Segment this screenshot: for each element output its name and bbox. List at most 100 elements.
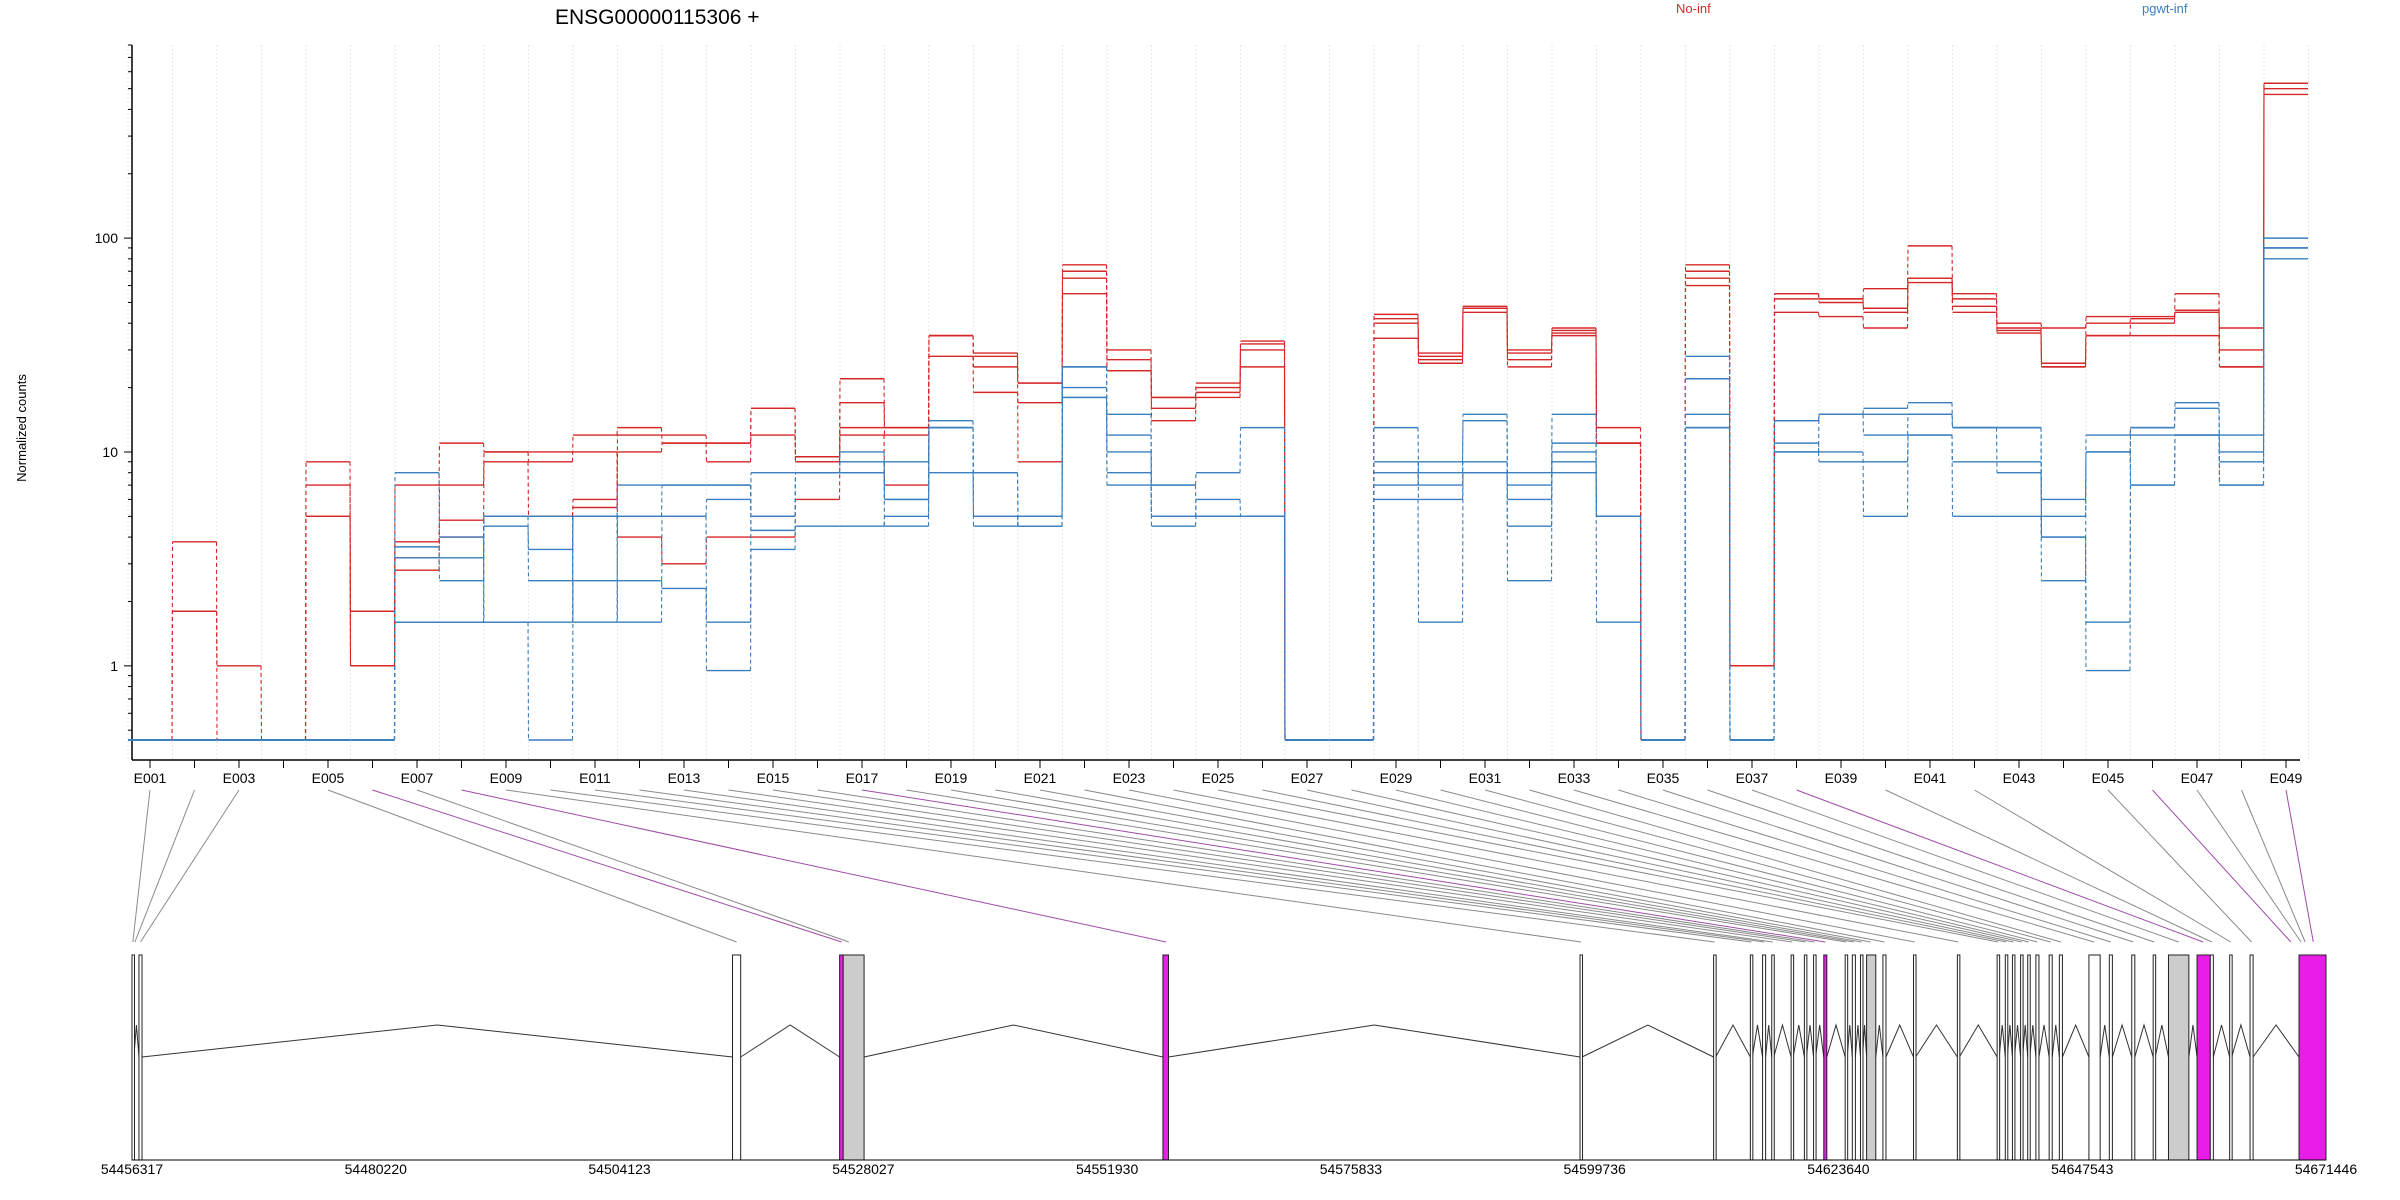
x-tick-label: E001 (134, 770, 167, 786)
intron-line (1854, 1024, 1861, 1058)
exon-connector-line (1351, 789, 2022, 943)
intron-line (1958, 1024, 1998, 1058)
exon-connector-line (1039, 789, 1871, 943)
intron-line (740, 1024, 840, 1058)
series-line-no-inf (128, 93, 2308, 741)
x-tick-label: E013 (668, 770, 701, 786)
gene-exon-box (1790, 954, 1795, 1161)
intron-line (2099, 1024, 2110, 1058)
x-tick-label: E045 (2092, 770, 2125, 786)
exon-connector-line (2285, 789, 2314, 943)
exon-connector-line (950, 789, 1854, 943)
intron-line (1773, 1023, 1792, 1058)
x-tick-label: E017 (846, 770, 879, 786)
gene-exon-box (1851, 954, 1856, 1161)
exon-connector-line (1395, 789, 2029, 943)
exon-connector-line (906, 789, 1847, 943)
intron-line (1581, 1024, 1714, 1058)
exon-connector-line (1128, 789, 1915, 943)
exon-connector-line (1618, 789, 2111, 943)
intron-line (1805, 1024, 1815, 1058)
x-tick-label: E043 (2003, 770, 2036, 786)
exon-connector-line (1974, 789, 2231, 943)
gene-exon-box (2058, 954, 2063, 1161)
series-connector-pgwt-inf (172, 247, 2265, 741)
intron-line (1875, 1024, 1884, 1058)
exon-connector-line (132, 789, 151, 943)
gene-exon-box (2011, 954, 2016, 1161)
gene-exon-box (2152, 954, 2157, 1161)
exon-connector-line (1751, 789, 2179, 943)
gene-exon-box (2020, 954, 2024, 1161)
exon-connector-line (2152, 789, 2292, 943)
exon-connector-line (594, 789, 1752, 943)
exon-connector-line (1885, 789, 2213, 943)
gene-exon-box (1762, 954, 1767, 1161)
gene-exon-box (2167, 954, 2190, 1161)
x-axis-exon-ticks: E001 E003 E005 E007 E009 E011 E013 E015 E017 E019… (132, 759, 2303, 786)
x-tick-label: E003 (223, 770, 256, 786)
genomic-tick-label: 54575833 (1320, 1161, 1383, 1177)
intron-line (2231, 1023, 2251, 1058)
series-line-pgwt-inf (128, 237, 2308, 741)
x-tick-label: E033 (1558, 770, 1591, 786)
gene-exon-box (1803, 954, 1808, 1161)
gene-exon-box (2249, 954, 2254, 1161)
exon-connector-line (140, 789, 240, 943)
intron-line (1792, 1024, 1805, 1058)
exon-connector-line (995, 789, 1862, 943)
exon-connector-line (1707, 789, 2155, 943)
exon-connector-line (372, 789, 842, 943)
axes: 1 10 100 (95, 44, 133, 760)
exon-connector-line (1573, 789, 2095, 943)
gene-model (131, 954, 2327, 1161)
gene-exon-box (1844, 954, 1849, 1161)
gene-exon-box (2004, 954, 2009, 1161)
genomic-tick-label: 54623640 (1807, 1161, 1870, 1177)
genomic-tick-label: 54671446 (2295, 1161, 2358, 1177)
intron-line (2212, 1024, 2231, 1058)
x-tick-label: E011 (579, 770, 611, 786)
x-tick-label: E041 (1914, 770, 1947, 786)
y-tick-label: 100 (95, 230, 119, 246)
series-line-no-inf (128, 87, 2308, 741)
x-tick-label: E025 (1202, 770, 1235, 786)
x-tick-label: E019 (935, 770, 968, 786)
intron-line (2061, 1023, 2090, 1058)
exon-connector-line (1796, 789, 2204, 943)
exon-connector-line (1173, 789, 1959, 943)
intron-line (1815, 1024, 1825, 1058)
intron-line (2252, 1024, 2300, 1058)
series-line-pgwt-inf (128, 247, 2308, 741)
exon-connector-line (1484, 789, 2051, 943)
y-axis-label: Normalized counts (14, 374, 29, 482)
exon-connector-line (1662, 789, 2134, 943)
exon-connector-line (2241, 789, 2306, 943)
genomic-tick-label: 54504123 (588, 1161, 651, 1177)
x-tick-label: E005 (312, 770, 345, 786)
intron-line (2111, 1023, 2133, 1058)
series-line-pgwt-inf (128, 247, 2308, 741)
gene-exon-box (2048, 954, 2053, 1161)
x-tick-label: E023 (1113, 770, 1146, 786)
gene-exon-box (1859, 954, 1864, 1161)
exon-connector-line (1262, 789, 2007, 943)
series-line-no-inf (128, 82, 2308, 741)
intron-line (141, 1024, 733, 1058)
x-tick-label: E027 (1291, 770, 1324, 786)
gene-exon-box (2027, 954, 2031, 1161)
exon-connector-line (1529, 789, 2062, 943)
exon-connector-line (1306, 789, 2014, 943)
exon-connector-line (728, 789, 1793, 943)
exon-connector-line (683, 789, 1773, 943)
exon-connector-line (1440, 789, 2038, 943)
exon-connector-line (134, 789, 195, 943)
gene-exon-box (138, 954, 143, 1161)
exon-connector-line (2107, 789, 2252, 943)
genomic-tick-label: 54647543 (2051, 1161, 2114, 1177)
y-tick-label: 1 (110, 658, 118, 674)
intron-line (1915, 1024, 1958, 1058)
series-connector-pgwt-inf (172, 247, 2265, 741)
genomic-tick-label: 54528027 (832, 1161, 895, 1177)
x-tick-label: E039 (1825, 770, 1858, 786)
